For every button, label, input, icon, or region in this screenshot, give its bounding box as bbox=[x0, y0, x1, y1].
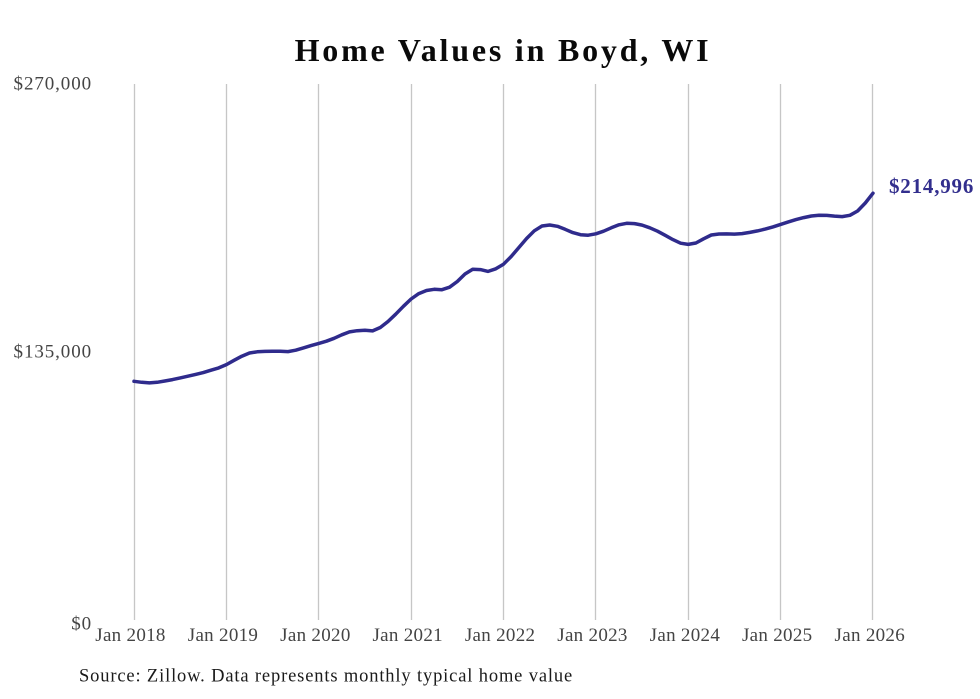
svg-text:Source: Zillow. Data represent: Source: Zillow. Data represents monthly … bbox=[79, 667, 573, 687]
svg-text:Jan 2024: Jan 2024 bbox=[650, 625, 721, 646]
svg-text:Jan 2026: Jan 2026 bbox=[835, 625, 905, 646]
svg-text:Jan 2023: Jan 2023 bbox=[557, 625, 627, 646]
svg-text:$270,000: $270,000 bbox=[14, 74, 92, 95]
svg-text:Jan 2025: Jan 2025 bbox=[742, 625, 812, 646]
svg-text:Jan 2020: Jan 2020 bbox=[280, 625, 350, 646]
svg-text:Jan 2022: Jan 2022 bbox=[465, 625, 535, 646]
svg-text:Jan 2018: Jan 2018 bbox=[95, 625, 165, 646]
svg-text:$0: $0 bbox=[71, 614, 92, 635]
svg-text:Jan 2021: Jan 2021 bbox=[372, 625, 442, 646]
svg-text:$214,996: $214,996 bbox=[889, 174, 974, 198]
svg-text:Home Values in Boyd, WI: Home Values in Boyd, WI bbox=[295, 32, 712, 68]
svg-text:Jan 2019: Jan 2019 bbox=[188, 625, 258, 646]
svg-text:$135,000: $135,000 bbox=[14, 342, 92, 363]
